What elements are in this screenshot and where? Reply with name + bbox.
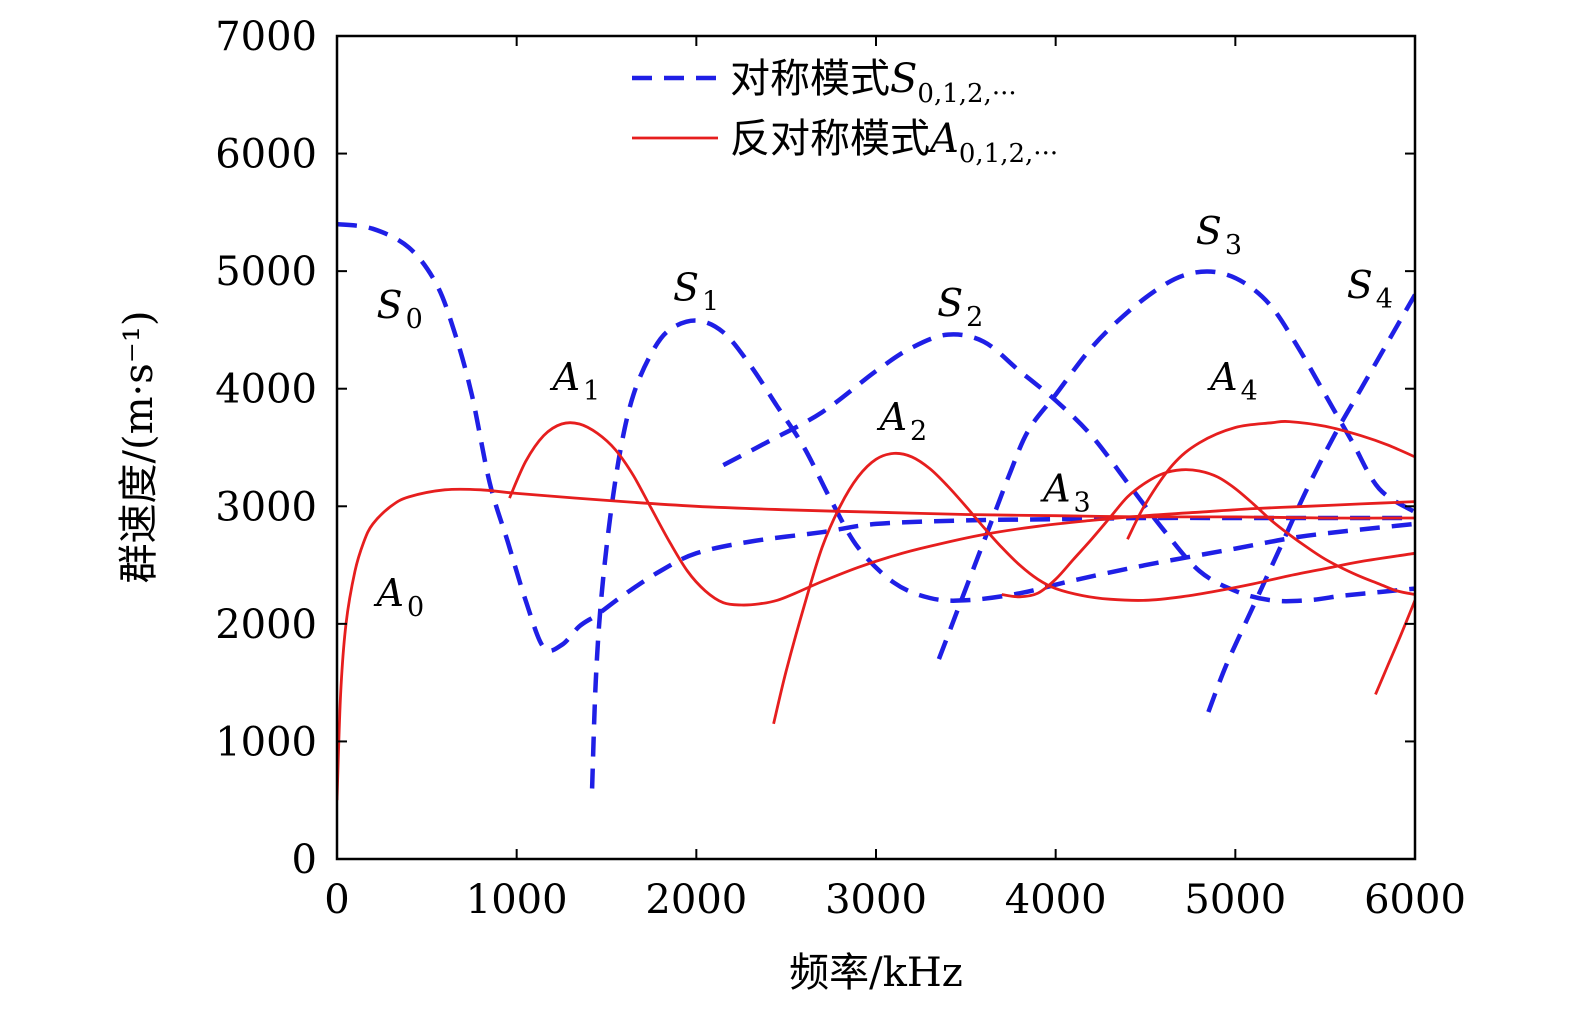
- series-s0-line: [337, 221, 1415, 654]
- x-tick-label: 2000: [645, 877, 747, 923]
- legend: 对称模式S0,1,2,··· 反对称模式A0,1,2,···: [632, 56, 1058, 169]
- ticks-layer: 0 1000 2000 3000 4000 5000 6000 0 1000 2000 3000 40…: [215, 14, 1466, 923]
- series-s2-line: [722, 332, 1415, 604]
- x-tick-label: 6000: [1364, 877, 1466, 923]
- x-axis-title: 频率/kHz: [789, 950, 963, 996]
- series-a1-line: [508, 421, 1415, 607]
- series-s4-line: [1206, 293, 1415, 713]
- series-s3-line: [936, 269, 1415, 660]
- x-tick-label: 0: [324, 877, 349, 923]
- annotations-layer: S 0 S 1 S 2 S 3 S 4 A 0 A 1 A 2 A 3 A 4: [374, 209, 1393, 623]
- y-tick-label: 5000: [215, 249, 317, 295]
- curves-layer: [337, 221, 1415, 801]
- x-tick-label: 3000: [825, 877, 927, 923]
- y-tick-label: 2000: [215, 602, 317, 648]
- series-a3-line: [1001, 468, 1415, 599]
- y-tick-label: 1000: [215, 719, 317, 765]
- y-tick-label: 0: [292, 837, 317, 883]
- series-s1-line: [589, 318, 1415, 789]
- y-tick-label: 6000: [215, 132, 317, 178]
- y-tick-label: 3000: [215, 484, 317, 530]
- legend-label-antisymmetric: 反对称模式A0,1,2,···: [730, 116, 1058, 169]
- x-tick-label: 5000: [1184, 877, 1286, 923]
- series-a2-line: [772, 451, 1415, 725]
- legend-label-symmetric: 对称模式S0,1,2,···: [730, 56, 1017, 109]
- y-axis-title: 群速度/(m·s⁻¹): [116, 310, 162, 583]
- series-a5-line: [1374, 599, 1415, 695]
- y-tick-label: 4000: [215, 367, 317, 413]
- y-tick-label: 7000: [215, 14, 317, 60]
- x-tick-label: 4000: [1005, 877, 1107, 923]
- x-tick-label: 1000: [466, 877, 568, 923]
- series-a0-line: [337, 487, 1415, 801]
- series-a4-line: [1126, 419, 1415, 540]
